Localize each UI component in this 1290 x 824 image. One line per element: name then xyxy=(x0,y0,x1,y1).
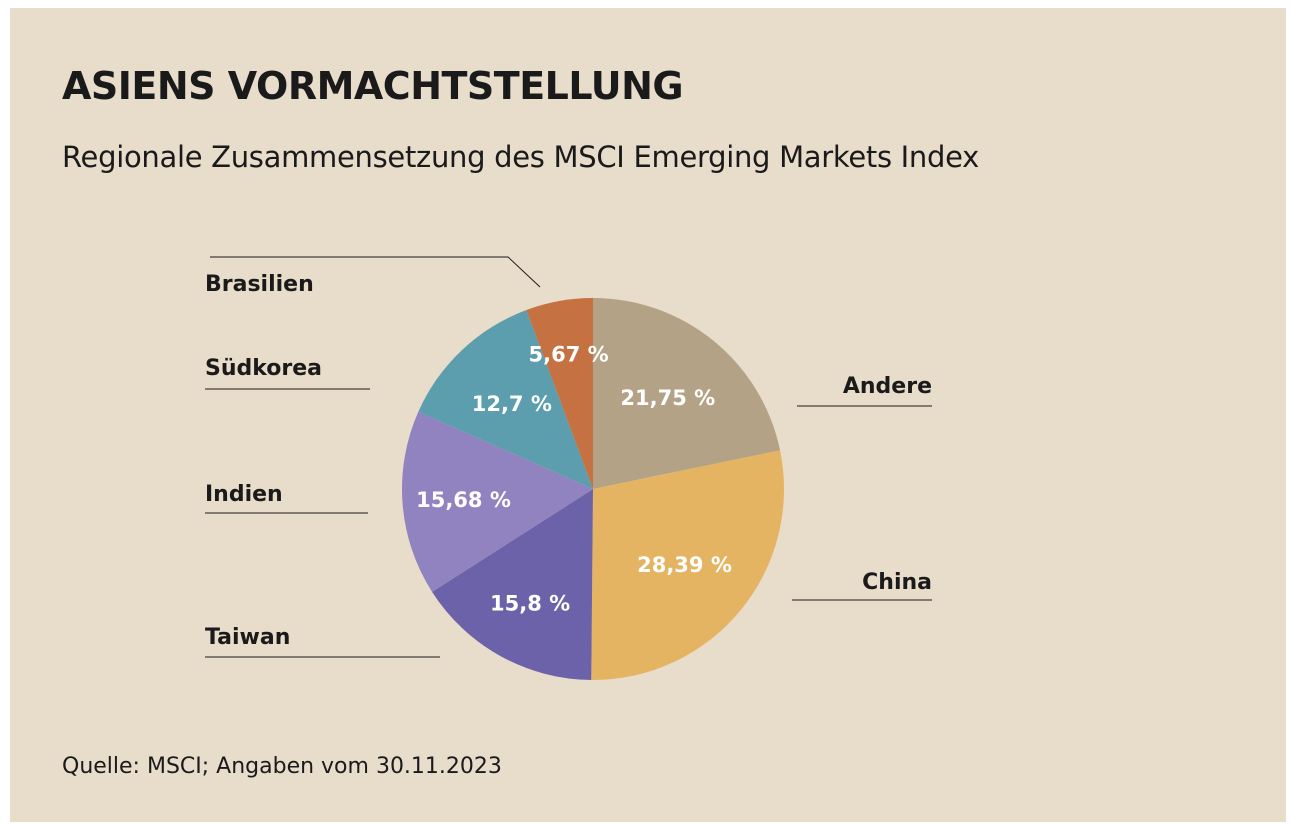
leader-lines xyxy=(205,256,932,658)
chart-subtitle: Regionale Zusammensetzung des MSCI Emerg… xyxy=(62,140,980,174)
chart-title: ASIENS VORMACHTSTELLUNG xyxy=(62,64,684,108)
pie-category-labels: Andere China Taiwan Indien Südkorea Brasilien xyxy=(205,272,932,650)
value-label-suedkorea: 12,7 % xyxy=(472,392,552,416)
category-label-brasilien: Brasilien xyxy=(205,272,314,297)
category-label-china: China xyxy=(862,570,932,595)
category-label-taiwan: Taiwan xyxy=(205,625,290,650)
pie-value-labels: 21,75 % 28,39 % 15,8 % 15,68 % 12,7 % 5,67 % xyxy=(416,343,732,616)
value-label-taiwan: 15,8 % xyxy=(490,592,570,616)
category-label-indien: Indien xyxy=(205,482,283,507)
category-label-andere: Andere xyxy=(843,374,932,399)
slice-andere xyxy=(593,298,781,489)
value-label-indien: 15,68 % xyxy=(416,488,511,512)
value-label-brasilien: 5,67 % xyxy=(529,343,609,367)
slice-brasilien xyxy=(526,298,593,489)
slice-taiwan xyxy=(432,489,593,680)
category-label-suedkorea: Südkorea xyxy=(205,356,322,381)
source-note: Quelle: MSCI; Angaben vom 30.11.2023 xyxy=(62,754,502,779)
pie-slices xyxy=(402,298,785,680)
slice-suedkorea xyxy=(418,309,593,489)
slice-indien xyxy=(402,411,593,592)
slice-china xyxy=(591,450,785,680)
value-label-andere: 21,75 % xyxy=(620,386,715,410)
leader-line-brasilien xyxy=(210,256,541,288)
value-label-china: 28,39 % xyxy=(637,553,732,577)
